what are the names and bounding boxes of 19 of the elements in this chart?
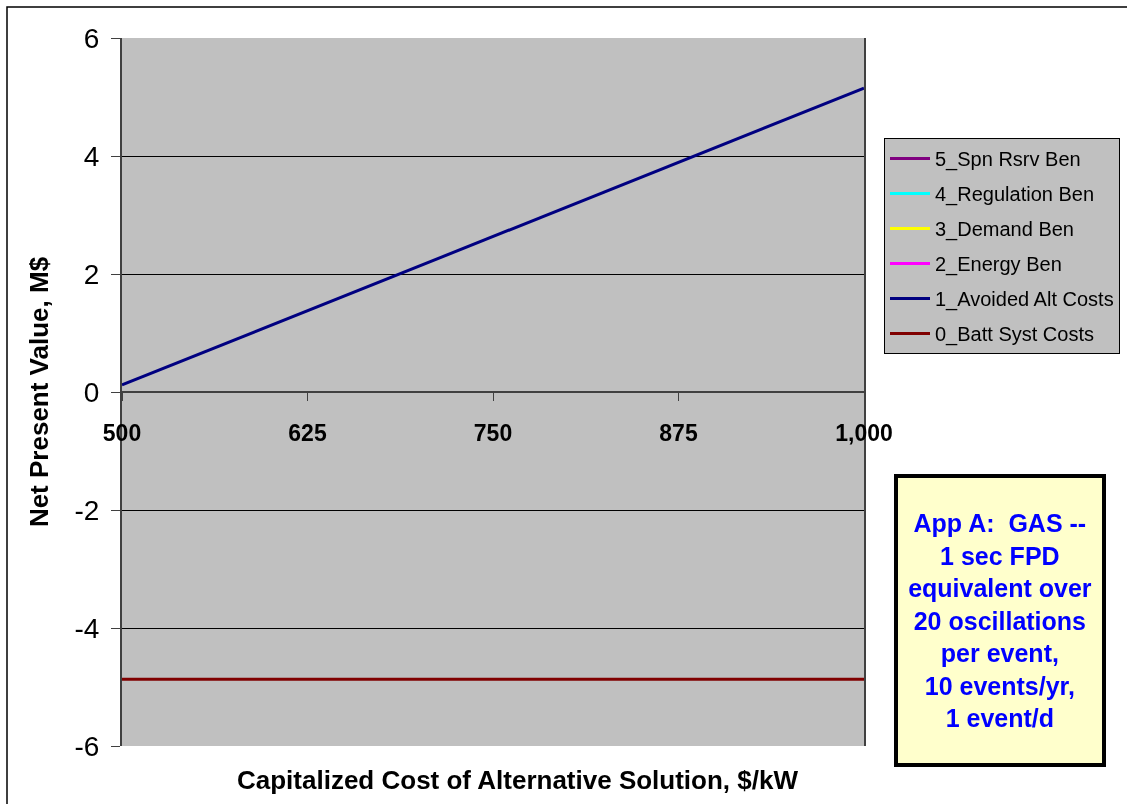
legend-label: 4_Regulation Ben	[935, 183, 1095, 207]
y-tick-label: 4	[83, 140, 100, 172]
text: App A: GAS -- 1 sec FPD equivalent over 20 oscillations per event, 10 events/yr, 1 event/d	[908, 509, 1092, 732]
y-tick-label: 2	[83, 258, 100, 290]
x-tick-label: 750	[473, 419, 513, 446]
legend-label: 3_Demand Ben	[935, 218, 1074, 242]
y-tick-label: -6	[74, 730, 100, 762]
x-axis-title: Capitalized Cost of Alternative Solution, $/kW	[237, 765, 799, 795]
legend-label: 0_Batt Syst Costs	[935, 323, 1094, 347]
y-tick-label: -2	[74, 494, 100, 526]
y-tick-label: 6	[83, 22, 100, 54]
legend-label: 2_Energy Ben	[935, 253, 1062, 277]
legend-label: 1_Avoided Alt Costs	[935, 288, 1114, 312]
x-tick-label: 875	[659, 419, 698, 446]
y-tick-label: 0	[83, 376, 100, 408]
x-tick-label: 625	[288, 419, 327, 446]
y-tick-label: -4	[74, 612, 100, 644]
legend-label: 5_Spn Rsrv Ben	[935, 148, 1081, 172]
y-axis-title: Net Present Value, M$	[24, 256, 55, 528]
